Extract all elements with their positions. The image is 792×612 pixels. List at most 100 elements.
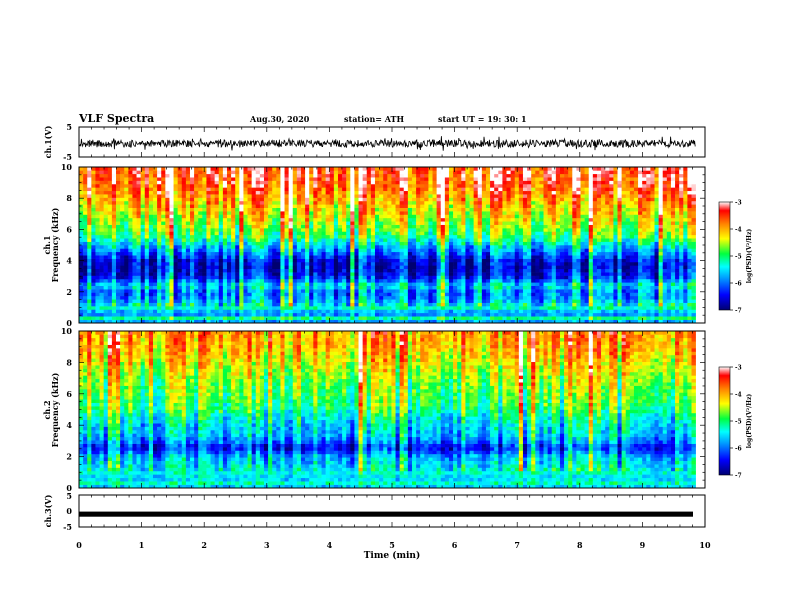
spectrogram-cell <box>140 221 146 225</box>
spectrogram-cell <box>124 265 129 270</box>
spectrogram-cell <box>222 278 228 283</box>
spectrogram-cell <box>169 211 174 215</box>
spectrogram-cell <box>300 306 306 310</box>
spectrogram-cell <box>206 319 211 324</box>
spectrogram-cell <box>140 309 146 314</box>
spectrogram-cell <box>572 261 577 266</box>
spectrogram-cell <box>617 285 622 290</box>
spectrogram-cell <box>654 299 659 303</box>
spectrogram-cell <box>428 234 433 239</box>
spectrogram-cell <box>120 309 125 314</box>
spectrogram-cell <box>420 258 425 263</box>
spectrogram-cell <box>403 231 409 236</box>
spectrogram-cell <box>670 231 676 236</box>
spectrogram-cell <box>691 224 696 229</box>
spectrogram-cell <box>629 292 635 297</box>
spectrogram-cell <box>206 221 211 225</box>
spectrogram-cell <box>395 278 400 283</box>
spectrogram-cell <box>535 258 540 263</box>
spectrogram-cell <box>568 261 573 266</box>
spectrogram-cell <box>576 319 581 324</box>
spectrogram-cell <box>198 302 203 307</box>
spectrogram-cell <box>333 211 339 215</box>
spectrogram-cell <box>395 289 400 293</box>
spectrogram-cell <box>580 258 585 263</box>
spectrogram-cell <box>481 238 487 242</box>
spectrogram-cell <box>440 221 446 225</box>
spectrogram-cell <box>374 275 380 280</box>
spectrogram-cell <box>362 295 368 300</box>
spectrogram-cell <box>555 285 561 290</box>
spectrogram-cell <box>547 255 553 259</box>
spectrogram-cell <box>691 285 696 290</box>
spectrogram-cell <box>263 309 269 314</box>
spectrogram-cell <box>609 238 614 242</box>
spectrogram-cell <box>218 289 224 293</box>
spectrogram-cell <box>485 265 491 270</box>
spectrogram-cell <box>235 316 240 320</box>
spectrogram-cell <box>91 295 96 300</box>
spectrogram-cell <box>609 268 614 273</box>
spectrogram-cell <box>226 255 232 259</box>
spectrogram-cell <box>420 278 425 283</box>
spectrogram-cell <box>584 292 590 297</box>
spectrogram-cell <box>128 217 133 222</box>
spectrogram-cell <box>103 211 109 215</box>
spectrogram-cell <box>346 302 351 307</box>
spectrogram-cell <box>132 278 137 283</box>
spectrogram-cell <box>206 241 211 246</box>
spectrogram-cell <box>161 299 166 303</box>
spectrogram-cell <box>543 312 548 317</box>
spectrogram-cell <box>370 245 376 249</box>
spectrogram-cell <box>99 261 104 266</box>
spectrogram-cell <box>654 234 659 239</box>
spectrogram-cell <box>535 261 540 266</box>
spectrogram-cell <box>650 309 655 314</box>
spectrogram-cell <box>683 268 688 273</box>
spectrogram-cell <box>358 221 363 225</box>
spectrogram-cell <box>539 258 544 263</box>
spectrogram-cell <box>157 224 162 229</box>
spectrogram-cell <box>296 285 302 290</box>
spectrogram-cell <box>432 306 437 310</box>
spectrogram-cell <box>580 309 585 314</box>
spectrogram-cell <box>346 248 351 253</box>
spectrogram-cell <box>605 261 610 266</box>
spectrogram-cell <box>83 234 88 239</box>
spectrogram-cell <box>444 251 450 256</box>
spectrogram-cell <box>642 268 647 273</box>
spectrogram-cell <box>136 231 141 236</box>
spectrogram-cell <box>276 282 281 286</box>
spectrogram-cell <box>296 292 302 297</box>
spectrogram-cell <box>214 299 220 303</box>
spectrogram-cell <box>477 285 483 290</box>
spectrogram-cell <box>485 228 491 232</box>
spectrogram-cell <box>235 282 240 286</box>
spectrogram-cell <box>539 302 544 307</box>
spectrogram-cell <box>185 312 191 317</box>
spectrogram-cell <box>687 316 692 320</box>
spectrogram-cell <box>210 316 215 320</box>
spectrogram-cell <box>292 258 298 263</box>
spectrogram-cell <box>305 221 310 225</box>
spectrogram-cell <box>473 231 479 236</box>
spectrogram-cell <box>214 309 220 314</box>
spectrogram-cell <box>539 217 544 222</box>
spectrogram-cell <box>387 245 392 249</box>
spectrogram-cell <box>263 214 269 219</box>
spectrogram-cell <box>144 221 150 225</box>
spectrogram-cell <box>588 278 594 283</box>
spectrogram-cell <box>103 302 109 307</box>
spectrogram-cell <box>547 261 553 266</box>
spectrogram-cell <box>407 234 413 239</box>
spectrogram-cell <box>588 312 594 317</box>
spectrogram-cell <box>342 282 347 286</box>
spectrogram-cell <box>510 272 516 276</box>
spectrogram-cell <box>448 234 454 239</box>
spectrogram-cell <box>173 282 178 286</box>
spectrogram-cell <box>79 309 84 314</box>
spectrogram-cell <box>580 302 585 307</box>
spectrogram-cell <box>605 245 610 249</box>
spectrogram-cell <box>592 272 598 276</box>
spectrogram-cell <box>666 238 672 242</box>
